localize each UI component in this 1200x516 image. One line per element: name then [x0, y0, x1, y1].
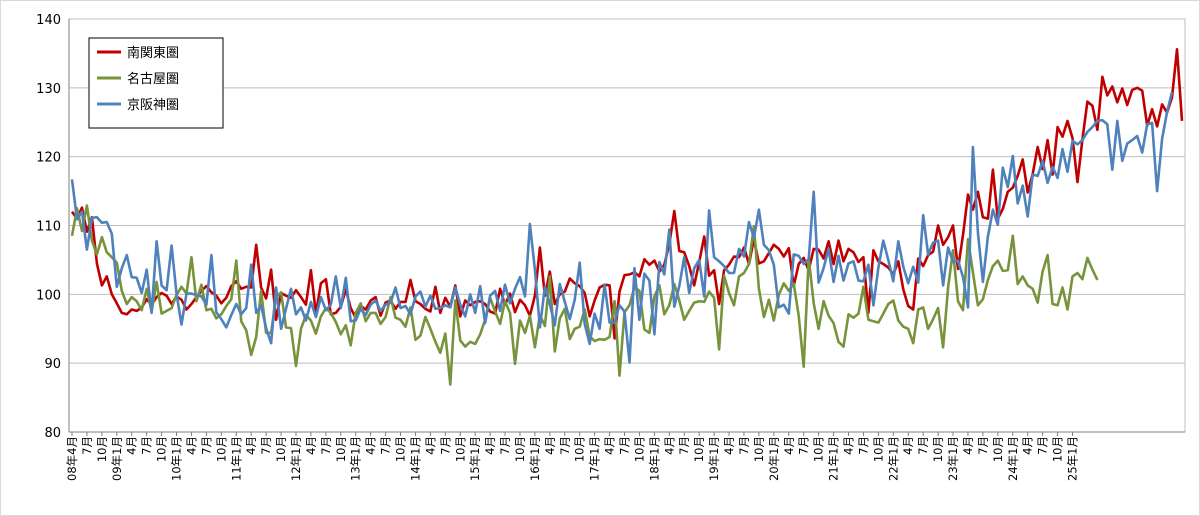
- x-tick-label: 4月: [244, 436, 258, 455]
- x-tick-label: 7月: [259, 436, 273, 455]
- x-tick-label: 10月: [334, 436, 348, 462]
- x-tick-label: 23年1月: [946, 436, 960, 481]
- x-tick-label: 24年1月: [1006, 436, 1020, 481]
- x-tick-label: 7月: [856, 436, 870, 455]
- x-tick-label: 7月: [1036, 436, 1050, 455]
- x-tick-label: 10月: [871, 436, 885, 462]
- x-tick-label: 4月: [1021, 436, 1035, 455]
- x-tick-label: 7月: [976, 436, 990, 455]
- axes: [68, 18, 1186, 433]
- x-tick-label: 10月: [692, 436, 706, 462]
- x-tick-label: 08年4月: [65, 436, 79, 481]
- x-tick-label: 7月: [797, 436, 811, 455]
- x-tick-label: 18年1月: [647, 436, 661, 481]
- y-tick-label: 110: [36, 220, 61, 235]
- x-tick-label: 4月: [543, 436, 557, 455]
- x-tick-label: 4月: [722, 436, 736, 455]
- legend-label: 南関東圏: [127, 45, 179, 61]
- x-tick-label: 4月: [603, 436, 617, 455]
- x-tick-label: 14年1月: [408, 436, 422, 481]
- x-tick-label: 7月: [140, 436, 154, 455]
- series-lines: [70, 47, 1184, 386]
- x-tick-label: 4月: [184, 436, 198, 455]
- x-tick-label: 10月: [394, 436, 408, 462]
- x-tick-label: 7月: [80, 436, 94, 455]
- x-tick-label: 10月: [513, 436, 527, 462]
- x-tick-label: 4月: [842, 436, 856, 455]
- x-tick-label: 4月: [364, 436, 378, 455]
- x-tick-label: 7月: [319, 436, 333, 455]
- y-tick-label: 120: [36, 151, 61, 166]
- y-tick-label: 130: [36, 82, 61, 97]
- x-tick-label: 16年1月: [528, 436, 542, 481]
- y-tick-label: 90: [44, 357, 61, 372]
- x-tick-label: 4月: [125, 436, 139, 455]
- x-tick-label: 21年1月: [827, 436, 841, 481]
- x-tick-label: 10月: [95, 436, 109, 462]
- x-tick-label: 10年1月: [170, 436, 184, 481]
- x-tick-label: 11年1月: [229, 436, 243, 481]
- x-tick-label: 7月: [618, 436, 632, 455]
- x-tick-label: 15年1月: [468, 436, 482, 481]
- x-axis-ticks: 08年4月 7月 10月 09年1月 4月 7月 10月 10年1月 4月 7月 10月 11年1月 4…: [65, 432, 1079, 481]
- x-tick-label: 7月: [558, 436, 572, 455]
- x-tick-label: 7月: [916, 436, 930, 455]
- gridlines: [69, 18, 1185, 433]
- x-tick-label: 17年1月: [588, 436, 602, 481]
- x-tick-label: 4月: [304, 436, 318, 455]
- x-tick-label: 7月: [677, 436, 691, 455]
- x-tick-label: 7月: [498, 436, 512, 455]
- x-tick-label: 10月: [812, 436, 826, 462]
- x-tick-label: 4月: [423, 436, 437, 455]
- x-tick-label: 4月: [483, 436, 497, 455]
- x-tick-label: 10月: [155, 436, 169, 462]
- x-tick-label: 7月: [737, 436, 751, 455]
- y-tick-label: 80: [44, 426, 61, 441]
- x-tick-label: 10月: [991, 436, 1005, 462]
- y-tick-label: 140: [36, 13, 61, 28]
- legend-label: 京阪神圏: [127, 98, 179, 113]
- legend-label: 名古屋圏: [127, 71, 179, 87]
- x-tick-label: 4月: [662, 436, 676, 455]
- x-tick-label: 10月: [752, 436, 766, 462]
- x-tick-label: 19年1月: [707, 436, 721, 481]
- x-tick-label: 10月: [1051, 436, 1065, 462]
- x-tick-label: 13年1月: [349, 436, 363, 481]
- x-tick-label: 4月: [961, 436, 975, 455]
- series-line-2: [70, 91, 1174, 364]
- x-tick-label: 10月: [214, 436, 228, 462]
- x-tick-label: 10月: [573, 436, 587, 462]
- x-tick-label: 7月: [438, 436, 452, 455]
- x-tick-label: 4月: [782, 436, 796, 455]
- x-tick-label: 10月: [274, 436, 288, 462]
- y-tick-label: 100: [36, 288, 61, 303]
- x-tick-label: 25年1月: [1065, 436, 1079, 481]
- x-tick-label: 12年1月: [289, 436, 303, 481]
- x-tick-label: 09年1月: [110, 436, 124, 481]
- x-tick-label: 7月: [379, 436, 393, 455]
- x-tick-label: 10月: [931, 436, 945, 462]
- x-tick-label: 22年1月: [886, 436, 900, 481]
- x-tick-label: 7月: [199, 436, 213, 455]
- x-tick-label: 10月: [632, 436, 646, 462]
- y-axis-ticks: 80 90 100 110 120 130 140: [36, 13, 61, 441]
- series-line-0: [70, 47, 1184, 340]
- x-tick-label: 10月: [453, 436, 467, 462]
- x-tick-label: 20年1月: [767, 436, 781, 481]
- x-tick-label: 4月: [901, 436, 915, 455]
- legend-box: [88, 37, 224, 129]
